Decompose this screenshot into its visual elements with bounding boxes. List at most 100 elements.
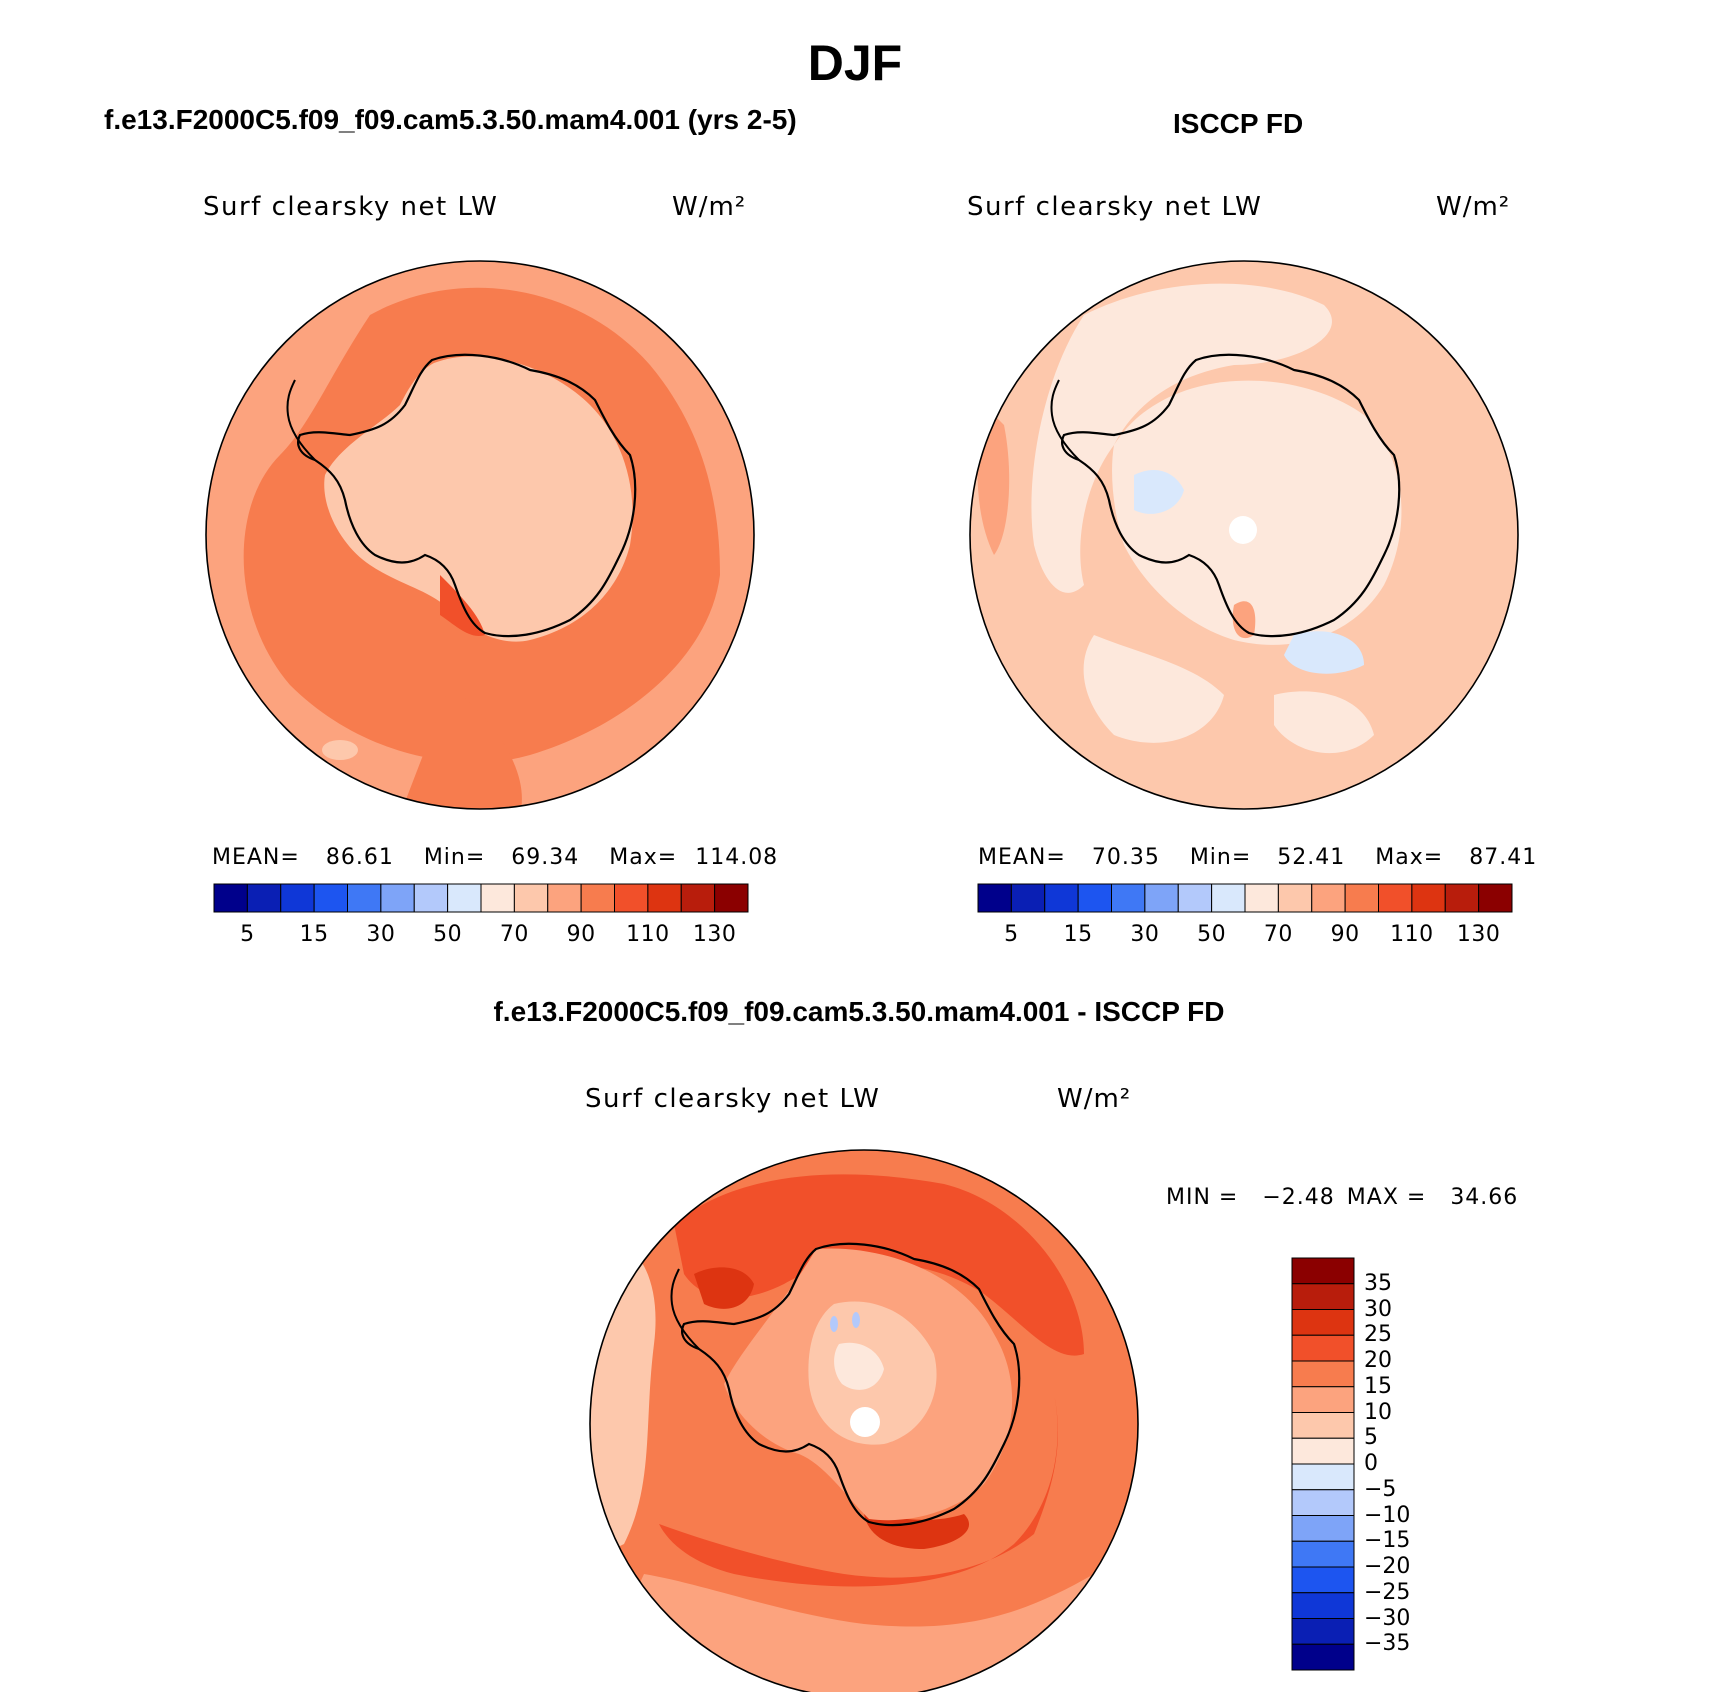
colorbar-box (1291, 1309, 1355, 1336)
panel-3-polar-map (589, 1149, 1139, 1692)
colorbar-box (1211, 883, 1246, 913)
panel-2-mean-value: 70.35 (1091, 845, 1160, 870)
panel-1-colorbar-ticks: 5 15 30 50 70 90 110 130 (214, 922, 748, 952)
colorbar-tick-label: 70 (1263, 922, 1293, 947)
colorbar-tick-label: 90 (566, 922, 596, 947)
colorbar-box (1044, 883, 1079, 913)
panel-2-case-title: ISCCP FD (1173, 108, 1304, 139)
colorbar-box (1344, 883, 1379, 913)
colorbar-tick-label: −5 (1364, 1476, 1397, 1502)
colorbar-box (447, 883, 482, 913)
colorbar-box (280, 883, 315, 913)
panel-1-stats: MEAN= 86.61 Min= 69.34 Max= 114.08 (212, 845, 778, 870)
colorbar-box (1291, 1540, 1355, 1568)
colorbar-tick-label: 30 (1364, 1296, 1392, 1322)
panel-3-colorbar-ticks: 35 30 25 20 15 10 5 0 −5 −10 −15 −20 −25 −30 −35 (1364, 1258, 1454, 1670)
colorbar-box (1291, 1489, 1355, 1516)
colorbar-box (1291, 1437, 1355, 1465)
colorbar-box (1411, 883, 1446, 913)
panel-2-max-value: 87.41 (1469, 845, 1538, 870)
panel-1-max-value: 114.08 (695, 845, 779, 870)
colorbar-box (413, 883, 449, 913)
colorbar-box (1478, 883, 1513, 913)
colorbar-tick-label: 70 (499, 922, 529, 947)
colorbar-box (480, 883, 515, 913)
colorbar-tick-label: 50 (1197, 922, 1227, 947)
colorbar-box (1291, 1283, 1355, 1310)
colorbar-tick-label: 130 (1456, 922, 1501, 947)
colorbar-tick-label: −30 (1364, 1605, 1411, 1631)
colorbar-tick-label: 20 (1364, 1348, 1392, 1373)
panel-2-units-label: W/m² (1436, 192, 1511, 222)
colorbar-tick-label: −15 (1364, 1528, 1411, 1554)
panel-3-units-label: W/m² (1057, 1084, 1132, 1114)
colorbar-box (1291, 1386, 1355, 1413)
colorbar-tick-label: 130 (692, 922, 737, 947)
panel-2-colorbar-ticks: 5 15 30 50 70 90 110 130 (978, 922, 1512, 952)
panel-2-variable-label: Surf clearsky net LW (967, 192, 1263, 222)
panel-1-colorbar (213, 883, 749, 913)
colorbar-tick-label: 50 (433, 922, 463, 947)
colorbar-box (1291, 1618, 1355, 1645)
panel-2-mean-label: MEAN= (978, 845, 1066, 870)
colorbar-tick-label: −10 (1364, 1502, 1411, 1528)
colorbar-box (513, 883, 549, 913)
panel-1-case-title: f.e13.F2000C5.f09_f09.cam5.3.50.mam4.001… (104, 104, 797, 135)
panel-1-min-value: 69.34 (511, 845, 580, 870)
colorbar-box (680, 883, 716, 913)
colorbar-box (1277, 883, 1313, 913)
colorbar-box (1291, 1566, 1355, 1594)
panel-2-min-label: Min= (1189, 845, 1252, 870)
panel-2-min-value: 52.41 (1277, 845, 1346, 870)
colorbar-tick-label: 15 (1364, 1373, 1392, 1399)
colorbar-tick-label: −25 (1364, 1579, 1411, 1605)
colorbar-box (1177, 883, 1213, 913)
panel-2-max-label: Max= (1375, 845, 1444, 870)
panel-1-max-label: Max= (609, 845, 678, 870)
colorbar-box (1010, 883, 1046, 913)
colorbar-box (1291, 1515, 1355, 1542)
colorbar-box (380, 883, 415, 913)
colorbar-box (347, 883, 382, 913)
colorbar-box (1444, 883, 1480, 913)
colorbar-box (1291, 1412, 1355, 1439)
colorbar-box (1244, 883, 1279, 913)
panel-1-min-label: Min= (423, 845, 486, 870)
colorbar-box (1311, 883, 1346, 913)
colorbar-tick-label: 5 (1004, 922, 1019, 947)
colorbar-tick-label: −35 (1364, 1631, 1411, 1657)
colorbar-tick-label: 25 (1364, 1322, 1392, 1348)
colorbar-box (1291, 1334, 1355, 1362)
colorbar-box (246, 883, 282, 913)
colorbar-box (213, 883, 248, 913)
colorbar-tick-label: −20 (1364, 1554, 1411, 1579)
panel-2-colorbar (977, 883, 1513, 913)
colorbar-tick-label: 0 (1364, 1451, 1378, 1476)
colorbar-box (1291, 1360, 1355, 1388)
panel-2-stats: MEAN= 70.35 Min= 52.41 Max= 87.41 (978, 845, 1537, 870)
colorbar-tick-label: 30 (366, 922, 396, 947)
colorbar-box (1111, 883, 1146, 913)
colorbar-box (1378, 883, 1413, 913)
colorbar-tick-label: 30 (1130, 922, 1160, 947)
panel-1-mean-label: MEAN= (212, 845, 300, 870)
colorbar-tick-label: 15 (1063, 922, 1093, 947)
colorbar-box (1144, 883, 1179, 913)
colorbar-box (614, 883, 649, 913)
colorbar-box (1291, 1257, 1355, 1285)
colorbar-tick-label: 35 (1364, 1270, 1392, 1296)
panel-3-colorbar (1291, 1257, 1355, 1671)
colorbar-tick-label: 90 (1330, 922, 1360, 947)
colorbar-box (977, 883, 1012, 913)
colorbar-box (1077, 883, 1112, 913)
panel-1-units-label: W/m² (672, 192, 747, 222)
panel-3-max-label: MAX = (1346, 1185, 1427, 1210)
colorbar-tick-label: 110 (626, 922, 670, 947)
colorbar-tick-label: 110 (1390, 922, 1434, 947)
panel-2-polar-map (969, 260, 1519, 810)
colorbar-tick-label: 5 (1364, 1425, 1378, 1451)
panel-3-case-title: f.e13.F2000C5.f09_f09.cam5.3.50.mam4.001… (493, 996, 1225, 1027)
panel-3-min-label: MIN = (1166, 1185, 1239, 1210)
panel-1-mean-value: 86.61 (325, 845, 394, 870)
panel-3-min-value: −2.48 (1262, 1185, 1335, 1210)
